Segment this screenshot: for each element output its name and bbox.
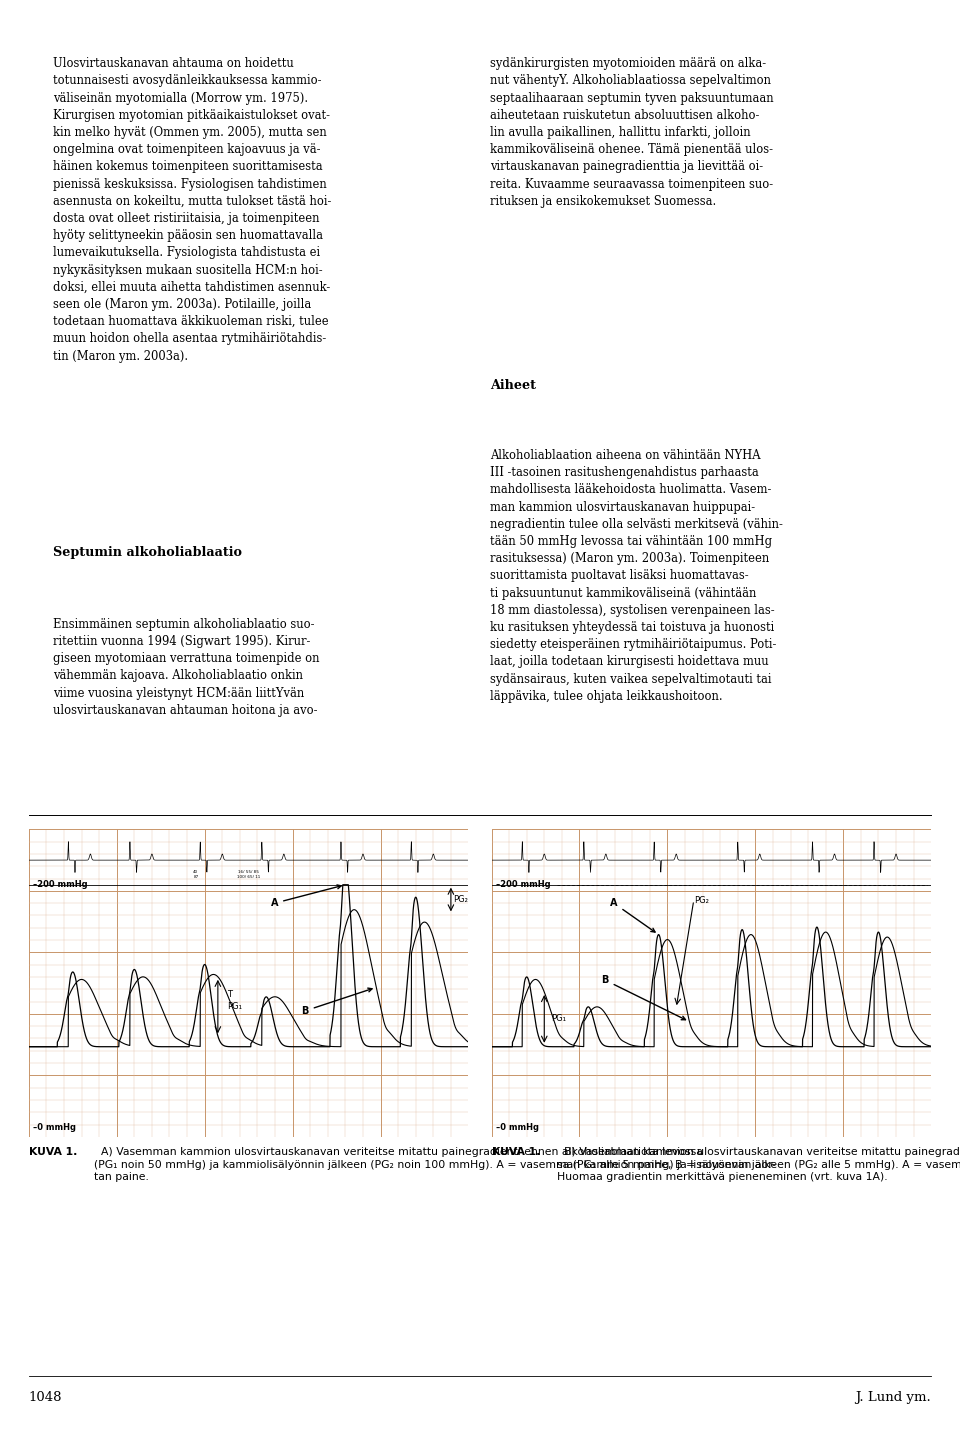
Text: 1048: 1048 bbox=[29, 1391, 62, 1404]
Text: Septumin alkoholiablaatio: Septumin alkoholiablaatio bbox=[53, 546, 242, 559]
Text: Ulosvirtauskanavan ahtauma on hoidettu
totunnaisesti avosydänleikkauksessa kammi: Ulosvirtauskanavan ahtauma on hoidettu t… bbox=[53, 57, 331, 363]
Text: J. Lund ym.: J. Lund ym. bbox=[855, 1391, 931, 1404]
Text: Ensimmäinen septumin alkoholiablaatio suo-
ritettiin vuonna 1994 (Sigwart 1995).: Ensimmäinen septumin alkoholiablaatio su… bbox=[53, 618, 320, 716]
Text: KUVA 1.: KUVA 1. bbox=[492, 1147, 540, 1157]
Text: A) Vasemman kammion ulosvirtauskanavan veriteitse mitattu painegradienti ennen a: A) Vasemman kammion ulosvirtauskanavan v… bbox=[94, 1147, 776, 1183]
Text: Alkoholiablaation aiheena on vähintään NYHA
III -tasoinen rasitushengenahdistus : Alkoholiablaation aiheena on vähintään N… bbox=[490, 449, 782, 702]
Text: KUVA 1.: KUVA 1. bbox=[29, 1147, 77, 1157]
Text: B) Vasemman kammion ulosvirtauskanavan veriteitse mitattu painegradienti heti al: B) Vasemman kammion ulosvirtauskanavan v… bbox=[557, 1147, 960, 1183]
Text: sydänkirurgisten myotomioiden määrä on alka-
nut vähentyY. Alkoholiablaatiossa s: sydänkirurgisten myotomioiden määrä on a… bbox=[490, 57, 773, 207]
Text: Aiheet: Aiheet bbox=[490, 379, 536, 392]
